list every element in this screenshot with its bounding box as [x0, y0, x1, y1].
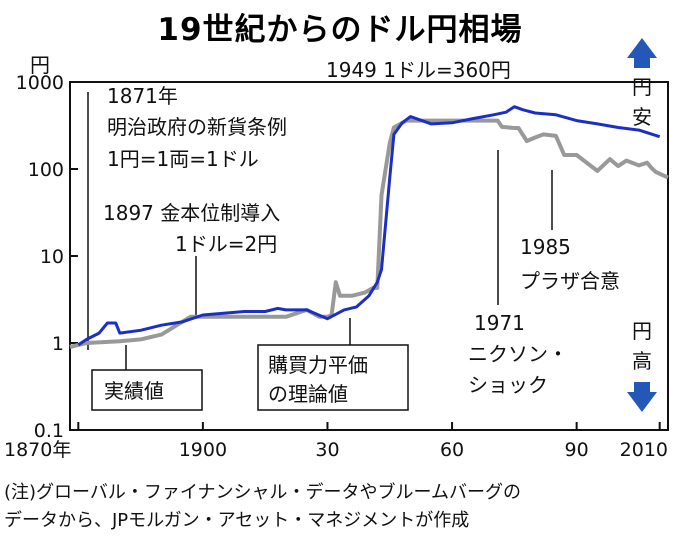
- footnote-line1: (注)グローバル・ファイナンシャル・データやブルームバーグの: [4, 481, 521, 503]
- annotation-1985: 1985 プラザ合意: [520, 235, 620, 293]
- x-tick-label: 90: [565, 439, 589, 461]
- annotation-1971: 1971 ニクソン・ ショック: [468, 311, 568, 397]
- yen-strong-label-1: 円: [632, 319, 652, 343]
- annotation-1971-line2: ニクソン・: [468, 342, 568, 366]
- legend-ppp-label-1: 購買力平価: [268, 353, 368, 377]
- annotation-1871-line2: 明治政府の新貨条例: [107, 115, 287, 139]
- y-tick-label: 1: [52, 333, 64, 355]
- annotation-1971-line1: 1971: [474, 311, 525, 335]
- x-tick-label: 60: [440, 439, 464, 461]
- y-axis: 0.1 1 10 100 1000: [16, 72, 78, 442]
- annotation-1871-line3: 1円=1両=1ドル: [107, 147, 259, 171]
- yen-weak-label-1: 円: [632, 75, 652, 99]
- legend-actual: 実績値: [91, 369, 203, 411]
- x-tick-label: 1870年: [4, 439, 71, 461]
- y-axis-unit: 円: [30, 53, 50, 77]
- legend-actual-box: [91, 369, 203, 411]
- yen-weak-label-2: 安: [632, 105, 652, 129]
- legend-ppp-box: [257, 344, 409, 411]
- legend-actual-label: 実績値: [104, 379, 164, 403]
- annotation-1871: 1871年 明治政府の新貨条例 1円=1両=1ドル: [107, 84, 287, 171]
- arrow-down-icon: [627, 392, 657, 412]
- arrow-down-stem: [634, 382, 650, 392]
- x-tick-label: 1900: [179, 439, 227, 461]
- yen-strong-label-2: 高: [632, 349, 652, 373]
- legend-ppp-label-2: の理論値: [268, 382, 348, 406]
- legend-ppp: 購買力平価 の理論値: [257, 344, 409, 411]
- annotation-1985-line1: 1985: [520, 235, 571, 259]
- annotation-1949-line1: 1949 1ドル=360円: [326, 58, 511, 82]
- series-actual-line: [69, 118, 669, 349]
- y-tick-label: 100: [28, 159, 64, 181]
- annotation-1897-line1: 1897 金本位制導入: [103, 201, 280, 225]
- footnote-line2: データから、JPモルガン・アセット・マネジメントが作成: [4, 510, 469, 531]
- x-tick-label: 2010: [620, 439, 668, 461]
- y-tick-label: 0.1: [34, 420, 64, 442]
- annotation-1971-line3: ショック: [468, 373, 548, 397]
- annotation-1897: 1897 金本位制導入 1ドル=2円: [103, 201, 280, 256]
- y-tick-label: 10: [40, 246, 64, 268]
- arrow-up-icon: [627, 38, 657, 58]
- annotation-1897-line2: 1ドル=2円: [175, 232, 277, 256]
- series-layer: [69, 105, 669, 349]
- yen-strong-arrow: 円 高: [627, 319, 657, 412]
- chart-title: 19世紀からのドル円相場: [157, 12, 522, 48]
- annotation-1871-line1: 1871年: [107, 84, 178, 108]
- arrow-up-stem: [634, 58, 650, 68]
- series-ppp-line: [77, 105, 661, 347]
- y-tick-label: 1000: [16, 72, 64, 94]
- x-tick-label: 30: [315, 439, 339, 461]
- x-axis: 1870年 1900 30 60 90 2010: [4, 422, 668, 461]
- annotation-1949: 1949 1ドル=360円: [326, 58, 511, 82]
- yen-weak-arrow: 円 安: [627, 38, 657, 129]
- annotation-1985-line2: プラザ合意: [520, 269, 620, 293]
